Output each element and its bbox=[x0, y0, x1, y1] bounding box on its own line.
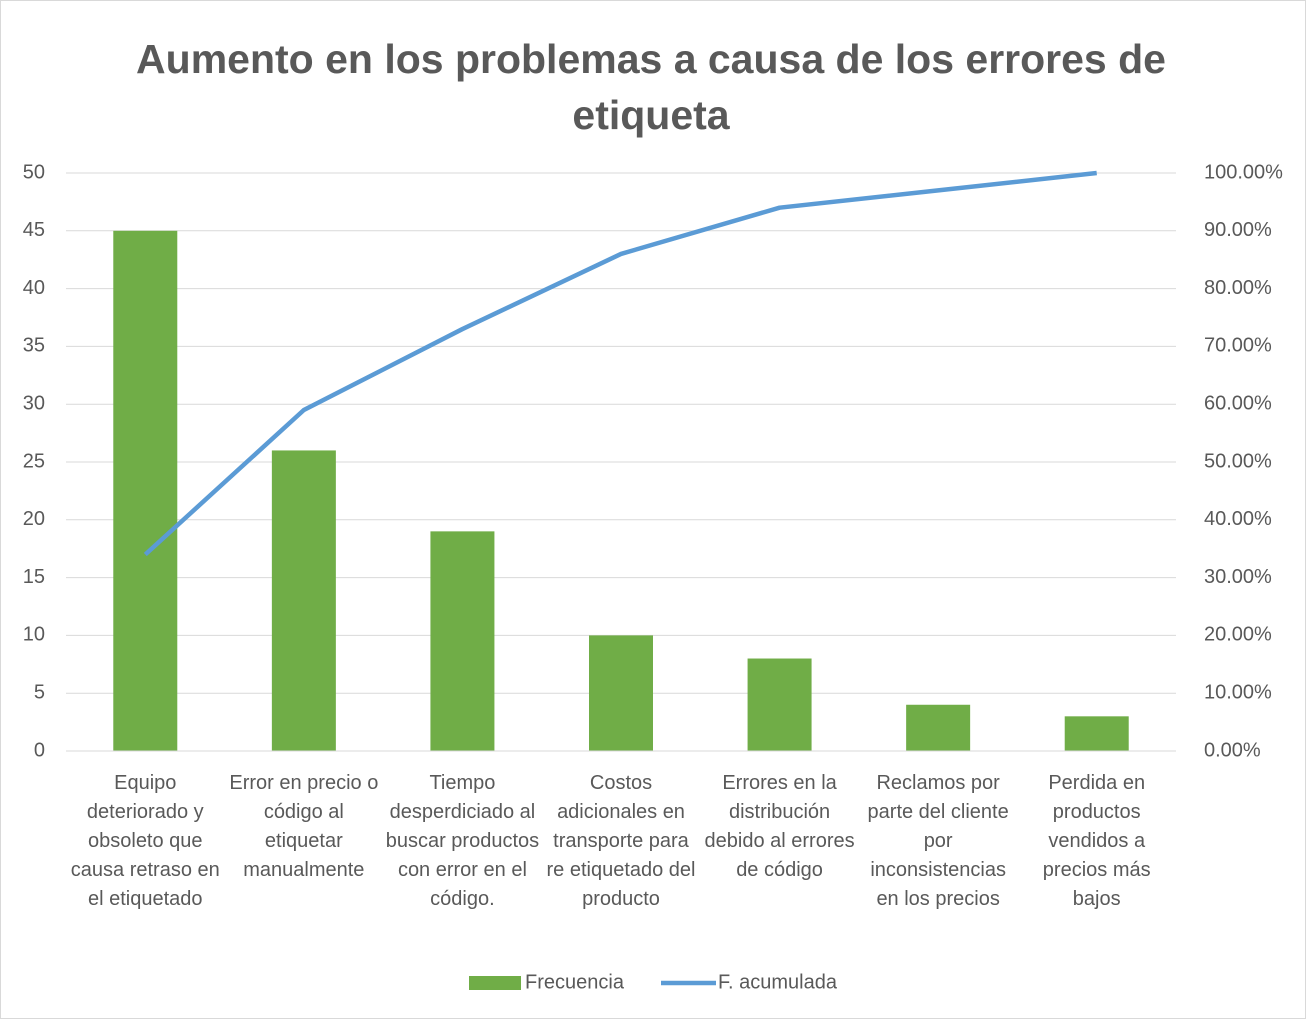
legend-label: Frecuencia bbox=[525, 971, 625, 993]
y-tick-label: 30 bbox=[23, 392, 45, 414]
y-tick-label: 10 bbox=[23, 624, 45, 646]
bar bbox=[1064, 716, 1129, 751]
bar bbox=[906, 704, 971, 751]
legend-swatch bbox=[469, 976, 521, 990]
y-tick-label: 0 bbox=[34, 739, 45, 761]
x-tick-label: Equipo deteriorado y obsoleto que causa … bbox=[70, 772, 220, 910]
y-tick-label: 5 bbox=[34, 681, 45, 703]
bar bbox=[430, 531, 495, 751]
x-tick-label: Error en precio o código al etiquetar ma… bbox=[229, 772, 379, 881]
line bbox=[143, 170, 1097, 557]
bar bbox=[589, 635, 653, 751]
x-tick-label: Costos adicionales en transporte para re… bbox=[546, 772, 696, 910]
bar bbox=[113, 230, 178, 752]
y2-tick-label: 10.00% bbox=[1204, 681, 1272, 703]
y-tick-label: 45 bbox=[23, 219, 45, 241]
y2-tick-label: 70.00% bbox=[1204, 335, 1272, 357]
y2-tick-label: 20.00% bbox=[1204, 624, 1272, 646]
x-tick-label: Reclamos por parte del cliente por incon… bbox=[867, 772, 1009, 910]
y-tick-label: 50 bbox=[23, 161, 45, 183]
x-tick-label: Perdida en productos vendidos a precios … bbox=[1042, 772, 1151, 910]
legend-label: F. acumulada bbox=[718, 971, 838, 993]
y2-tick-label: 50.00% bbox=[1204, 450, 1272, 472]
x-tick-label: Errores en la distribución debido al err… bbox=[704, 772, 855, 881]
y2-tick-label: 80.00% bbox=[1204, 277, 1272, 299]
y2-tick-label: 100.00% bbox=[1204, 161, 1283, 183]
chart-title: Aumento en los problemas a causa de los … bbox=[136, 36, 1166, 138]
y-tick-label: 25 bbox=[23, 450, 45, 472]
y2-tick-label: 40.00% bbox=[1204, 508, 1272, 530]
y-tick-label: 40 bbox=[23, 277, 45, 299]
y-tick-label: 20 bbox=[23, 508, 45, 530]
bar bbox=[747, 658, 812, 751]
y2-tick-label: 90.00% bbox=[1204, 219, 1272, 241]
y2-tick-label: 30.00% bbox=[1204, 566, 1272, 588]
bar bbox=[271, 450, 336, 751]
y-tick-label: 15 bbox=[23, 566, 45, 588]
y2-tick-label: 60.00% bbox=[1204, 392, 1272, 414]
y2-tick-label: 0.00% bbox=[1204, 739, 1261, 761]
x-tick-label: Tiempo desperdiciado al buscar productos… bbox=[385, 772, 540, 910]
y-tick-label: 35 bbox=[23, 335, 45, 357]
